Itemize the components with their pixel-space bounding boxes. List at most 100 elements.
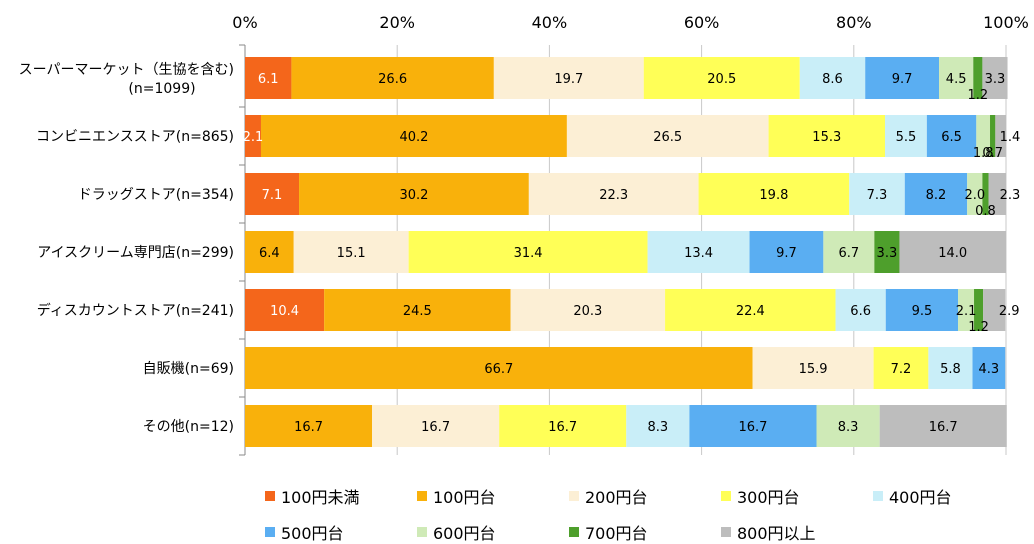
category-label: コンビニエンスストア(n=865)	[36, 129, 234, 145]
bar-segment	[873, 347, 929, 389]
category-label: (n=1099)	[128, 81, 195, 97]
bar-segment	[566, 115, 769, 157]
data-label: 15.1	[337, 246, 366, 261]
bar-segment	[885, 115, 927, 157]
data-label: 2.3	[1000, 188, 1021, 203]
x-tick-label: 80%	[836, 13, 872, 32]
bar-segment	[245, 231, 294, 273]
category-label: その他(n=12)	[143, 419, 234, 435]
bar-segment	[499, 405, 627, 447]
bar-segment	[510, 289, 666, 331]
data-label: 66.7	[484, 362, 513, 377]
data-label: 9.7	[892, 72, 913, 87]
data-label: 40.2	[399, 130, 428, 145]
data-label: 3.3	[877, 246, 898, 261]
bar-segment	[752, 347, 874, 389]
legend-item-600: 600円台	[417, 520, 496, 544]
bar-segment	[408, 231, 648, 273]
data-label: 7.1	[262, 188, 283, 203]
bar-segment	[698, 173, 850, 215]
data-label: 9.7	[776, 246, 797, 261]
data-label: 9.5	[912, 304, 933, 319]
legend-swatch	[569, 527, 579, 537]
data-label: 8.2	[926, 188, 947, 203]
data-label: 13.4	[684, 246, 713, 261]
legend-swatch	[721, 527, 731, 537]
bar-segment	[982, 173, 989, 215]
bar-segment	[928, 347, 973, 389]
bar-segment	[245, 347, 753, 389]
legend-swatch	[721, 491, 731, 501]
bar-segment	[245, 173, 300, 215]
data-label: 8.3	[838, 420, 859, 435]
bar-segment	[799, 57, 866, 99]
bar-segment	[972, 347, 1006, 389]
data-label: 20.3	[573, 304, 602, 319]
bar-segment	[493, 57, 644, 99]
category-label: アイスクリーム専門店(n=299)	[37, 245, 234, 261]
bar-segment	[372, 405, 500, 447]
data-label: 6.6	[850, 304, 871, 319]
data-label: 14.0	[938, 246, 967, 261]
bar-segment	[988, 173, 1006, 215]
data-label: 26.6	[378, 72, 407, 87]
legend-item-lt100: 100円未満	[265, 484, 360, 508]
bar-segment	[879, 405, 1007, 447]
legend-label: 100円未満	[281, 488, 360, 507]
bar-segment	[973, 57, 983, 99]
data-label: 7.3	[867, 188, 888, 203]
legend-item-500: 500円台	[265, 520, 344, 544]
bar-segment	[849, 173, 905, 215]
data-label: 8.3	[647, 420, 668, 435]
bar-segment	[967, 173, 983, 215]
data-label: 5.5	[896, 130, 917, 145]
category-label: ディスカウントストア(n=241)	[37, 302, 234, 319]
x-tick-label: 20%	[379, 13, 415, 32]
data-label: 1.2	[968, 320, 989, 335]
bar-segment	[974, 289, 984, 331]
bar-segment	[293, 231, 409, 273]
category-label: スーパーマーケット（生協を含む)	[19, 62, 234, 78]
data-label: 6.4	[259, 246, 280, 261]
data-label: 22.3	[599, 188, 628, 203]
bar-segment	[260, 115, 567, 157]
legend-item-800: 800円以上	[721, 520, 816, 544]
data-label: 0.7	[982, 146, 1003, 161]
legend-item-400: 400円台	[873, 484, 952, 508]
data-label: 6.5	[941, 130, 962, 145]
category-label: 自販機(n=69)	[143, 361, 234, 377]
bar-segment	[749, 231, 824, 273]
legend-label: 800円以上	[737, 524, 816, 543]
bar-segment	[816, 405, 880, 447]
bar-segment	[626, 405, 690, 447]
data-label: 16.7	[548, 420, 577, 435]
bar-segment	[665, 289, 836, 331]
legend-swatch	[265, 527, 275, 537]
x-tick-label: 40%	[532, 13, 568, 32]
bar-segment	[689, 405, 817, 447]
bar-segment	[874, 231, 900, 273]
bar-segment	[245, 115, 261, 157]
legend-label: 700円台	[585, 524, 648, 543]
data-label: 24.5	[403, 304, 432, 319]
bar-segment	[291, 57, 494, 99]
data-label: 3.3	[985, 72, 1006, 87]
data-label: 1.8	[973, 146, 994, 161]
bar-segment	[885, 289, 959, 331]
bar-segment	[528, 173, 699, 215]
data-label: 10.4	[270, 304, 299, 319]
legend-item-100: 100円台	[417, 484, 496, 508]
data-label: 6.1	[258, 72, 279, 87]
data-label: 20.5	[707, 72, 736, 87]
bar-segment	[899, 231, 1006, 273]
bar-segment	[768, 115, 886, 157]
bar-segment	[904, 173, 968, 215]
data-label: 1.4	[1000, 130, 1021, 145]
data-label: 26.5	[653, 130, 682, 145]
data-label: 4.5	[946, 72, 967, 87]
x-tick-label: 0%	[232, 13, 257, 32]
legend-item-700: 700円台	[569, 520, 648, 544]
bar-segment	[983, 289, 1006, 331]
legend-label: 500円台	[281, 524, 344, 543]
